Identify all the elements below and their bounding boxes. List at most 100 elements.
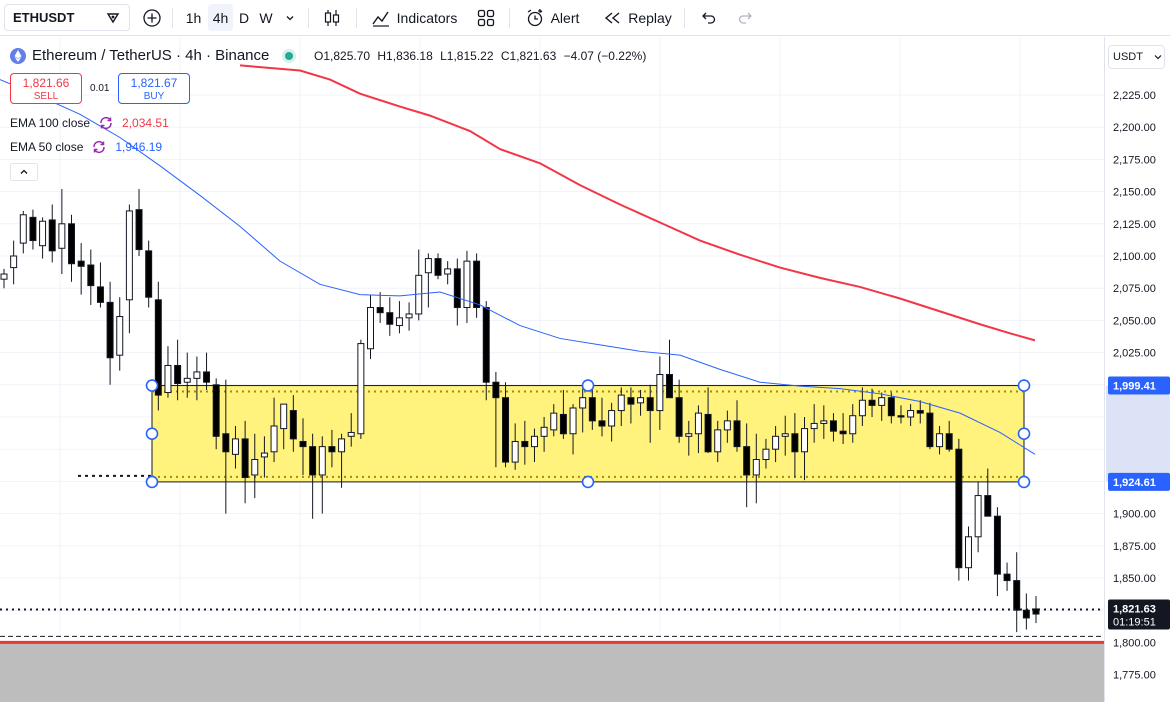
- zone-resize-handle[interactable]: [1017, 379, 1031, 392]
- zone-resize-handle[interactable]: [1017, 475, 1031, 489]
- chart-pane[interactable]: [0, 37, 1104, 702]
- candle-body: [386, 312, 394, 325]
- low-value: L1,815.22: [440, 49, 494, 63]
- buy-button[interactable]: 1,821.67 BUY: [118, 73, 190, 104]
- candle: [502, 382, 510, 468]
- timeframe-d[interactable]: D: [234, 4, 254, 31]
- candle: [318, 436, 326, 514]
- candle: [203, 352, 211, 390]
- symbol-search[interactable]: ETHUSDT: [4, 4, 130, 31]
- candlestick-chart[interactable]: [0, 37, 1104, 702]
- candle: [106, 281, 114, 385]
- timeframe-4h[interactable]: 4h: [208, 4, 233, 31]
- indicator-ema50[interactable]: EMA 50 close 1,946.19: [10, 139, 162, 155]
- watchlist-icon[interactable]: [105, 10, 121, 26]
- redo-button[interactable]: [732, 4, 760, 31]
- candle-body: [328, 446, 336, 453]
- candle: [386, 297, 394, 336]
- candle: [1013, 552, 1021, 633]
- candle: [395, 301, 403, 334]
- candle-body: [945, 433, 953, 450]
- candles-icon: [322, 8, 342, 28]
- indicators-button[interactable]: Indicators: [364, 4, 464, 31]
- toolbar-divider: [509, 8, 510, 28]
- collapse-legend-button[interactable]: [10, 163, 38, 181]
- alert-button[interactable]: Alert: [518, 4, 586, 31]
- indicator-ema100[interactable]: EMA 100 close 2,034.51: [10, 115, 169, 131]
- undo-icon: [699, 9, 717, 27]
- candle-body: [984, 495, 992, 517]
- candle-body: [752, 459, 760, 476]
- candle: [39, 217, 47, 259]
- candle-body: [96, 286, 104, 303]
- candle-body: [579, 397, 587, 409]
- candle-body: [511, 440, 519, 463]
- candle-body: [974, 495, 982, 538]
- price-tick-label: 2,075.00: [1113, 283, 1156, 295]
- zone-resize-handle[interactable]: [581, 379, 595, 392]
- refresh-icon[interactable]: [98, 115, 114, 131]
- candle: [174, 339, 182, 401]
- candle: [955, 438, 963, 581]
- sell-price: 1,821.66: [22, 76, 70, 90]
- candle: [810, 404, 818, 443]
- candle-body: [694, 412, 702, 435]
- price-axis[interactable]: 2,225.00 2,200.00 2,175.00 2,150.00 2,125.00…: [1104, 37, 1170, 702]
- candle-body: [357, 343, 365, 435]
- candle: [0, 268, 8, 289]
- rewind-icon: [602, 8, 622, 28]
- timeframe-w[interactable]: W: [255, 4, 277, 31]
- candle: [829, 413, 837, 442]
- price-tick-label: 1,875.00: [1113, 541, 1156, 553]
- candle-body: [19, 214, 27, 244]
- zone-resize-handle[interactable]: [145, 475, 159, 489]
- candle-body: [444, 268, 452, 275]
- candle-body: [183, 377, 191, 383]
- compare-symbol-button[interactable]: [138, 4, 165, 31]
- candle: [550, 404, 558, 437]
- zone-top-price-label: 1,999.41: [1113, 381, 1156, 393]
- replay-button[interactable]: Replay: [598, 4, 676, 31]
- candle-body: [1022, 609, 1030, 619]
- candle-body: [77, 260, 85, 267]
- templates-button[interactable]: [473, 4, 499, 31]
- candle-body: [87, 264, 95, 287]
- candle: [839, 413, 847, 445]
- candle-body: [839, 430, 847, 435]
- candle-body: [193, 371, 201, 379]
- candle-body: [463, 260, 471, 309]
- candle-body: [550, 412, 558, 431]
- candle-body: [569, 407, 577, 435]
- timeframe-label: 4h: [212, 9, 229, 26]
- candle-body: [617, 394, 625, 412]
- chart-type-button[interactable]: [318, 4, 346, 31]
- currency-unit-label: USDT: [1113, 51, 1143, 63]
- candle: [704, 387, 712, 454]
- candle-body: [39, 220, 47, 247]
- symbol-description[interactable]: Ethereum / TetherUS · 4h · Binance: [32, 47, 270, 64]
- indicators-label: Indicators: [396, 9, 458, 26]
- candle-body: [704, 413, 712, 453]
- ohlc-values: O1,825.70 H1,836.18 L1,815.22 C1,821.63 …: [314, 49, 646, 63]
- candle-body: [936, 433, 944, 448]
- timeframe-1h[interactable]: 1h: [180, 4, 207, 31]
- zone-resize-handle[interactable]: [145, 427, 159, 441]
- currency-unit-button[interactable]: USDT: [1108, 45, 1165, 69]
- buy-price: 1,821.67: [130, 76, 178, 90]
- chart-legend: Ethereum / TetherUS · 4h · Binance: [10, 47, 294, 64]
- candle-body: [338, 438, 346, 453]
- undo-button[interactable]: [694, 4, 722, 31]
- candle: [453, 258, 461, 326]
- zone-resize-handle[interactable]: [1017, 427, 1031, 441]
- sell-button[interactable]: 1,821.66 SELL: [10, 73, 82, 104]
- candle: [1032, 596, 1040, 624]
- candle-body: [955, 448, 963, 569]
- chevron-up-icon: [19, 167, 29, 177]
- candle-body: [530, 435, 538, 448]
- candle-body: [878, 397, 886, 406]
- timeframe-dropdown[interactable]: [280, 4, 300, 31]
- zone-resize-handle[interactable]: [145, 379, 159, 392]
- zone-resize-handle[interactable]: [581, 475, 595, 489]
- candle: [858, 387, 866, 427]
- refresh-icon[interactable]: [91, 139, 107, 155]
